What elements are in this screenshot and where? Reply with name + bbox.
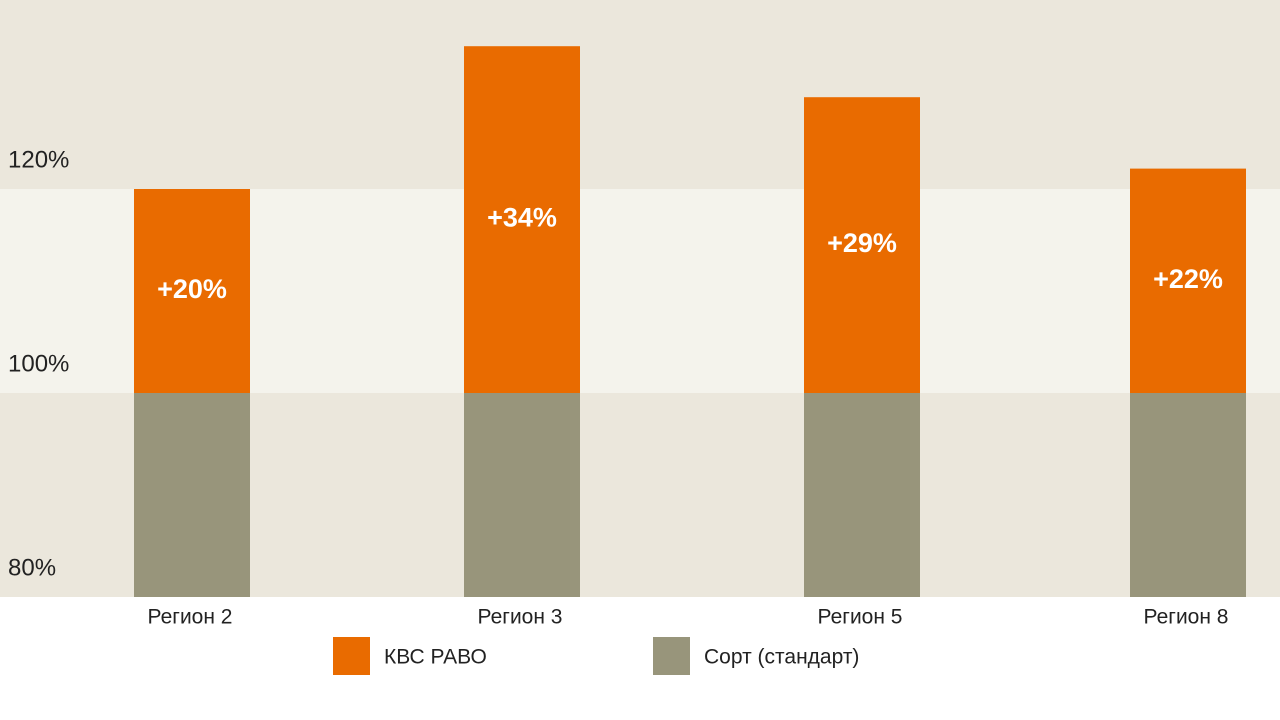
bar-segment bbox=[464, 46, 580, 393]
y-tick-label: 120% bbox=[8, 146, 69, 173]
legend-swatch bbox=[333, 637, 370, 675]
bar-segment bbox=[1130, 168, 1246, 393]
x-tick-label: Регион 2 bbox=[148, 606, 233, 629]
value-label: +29% bbox=[827, 228, 897, 258]
value-label: +34% bbox=[487, 203, 557, 233]
y-tick-label: 100% bbox=[8, 350, 69, 377]
bar-segment bbox=[804, 97, 920, 393]
legend-swatch bbox=[653, 637, 690, 675]
plot-band bbox=[0, 0, 1280, 189]
value-label: +22% bbox=[1153, 264, 1223, 294]
x-tick-label: Регион 8 bbox=[1144, 606, 1229, 629]
x-tick-label: Регион 5 bbox=[818, 606, 903, 629]
bar-segment bbox=[464, 393, 580, 597]
legend-label: КВС РАВО bbox=[384, 646, 487, 669]
value-label: +20% bbox=[157, 274, 227, 304]
bar-segment bbox=[134, 189, 250, 393]
y-tick-label: 80% bbox=[8, 554, 56, 581]
legend-label: Сорт (стандарт) bbox=[704, 646, 859, 669]
bar-segment bbox=[134, 393, 250, 597]
bar-segment bbox=[804, 393, 920, 597]
x-tick-label: Регион 3 bbox=[478, 606, 563, 629]
bar-segment bbox=[1130, 393, 1246, 597]
